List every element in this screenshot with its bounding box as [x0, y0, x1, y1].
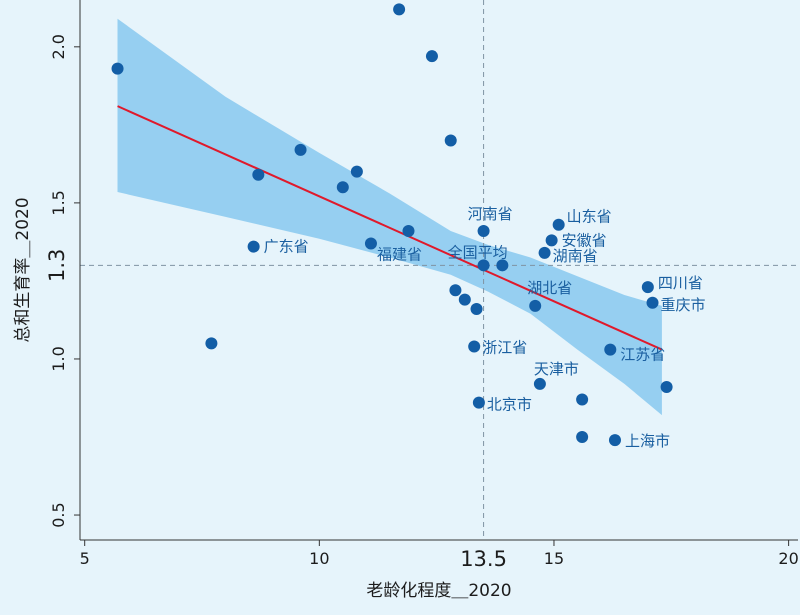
point-label-29: 上海市 — [625, 432, 670, 450]
data-point-27 — [576, 430, 589, 443]
data-point-5 — [294, 143, 307, 156]
data-point-18 — [477, 224, 490, 237]
data-point-15 — [468, 340, 481, 353]
data-point-11 — [425, 50, 438, 63]
data-point-21 — [529, 299, 542, 312]
data-point-12 — [444, 134, 457, 147]
data-point-28 — [604, 343, 617, 356]
point-label-3: 广东省 — [264, 238, 309, 256]
point-label-18: 河南省 — [468, 205, 513, 223]
data-point-4 — [252, 168, 265, 181]
x-tick-label-10: 10 — [309, 549, 329, 568]
data-points — [111, 3, 673, 447]
point-label-15: 浙江省 — [482, 338, 527, 356]
fit-line — [117, 105, 663, 351]
data-point-26 — [576, 393, 589, 406]
y-tick-label-0.5: 0.5 — [49, 502, 68, 527]
data-point-2 — [205, 337, 218, 350]
x-tick-label-15: 15 — [544, 549, 564, 568]
data-point-14 — [458, 293, 471, 306]
data-point-7 — [350, 165, 363, 178]
reference-x-label: 13.5 — [460, 547, 507, 571]
data-point-1 — [111, 62, 124, 75]
x-tick-label-20: 20 — [778, 549, 798, 568]
point-label-24: 安徽省 — [562, 231, 607, 249]
data-point-24 — [545, 234, 558, 247]
data-point-25 — [552, 218, 565, 231]
point-label-22: 天津市 — [534, 360, 579, 378]
data-point-30 — [641, 281, 654, 294]
x-axis-title: 老龄化程度＿2020 — [366, 581, 511, 601]
y-tick-label-2: 2.0 — [49, 34, 68, 59]
point-label-31: 重庆市 — [661, 296, 706, 314]
data-point-8 — [364, 237, 377, 250]
y-tick-label-1.5: 1.5 — [49, 190, 68, 215]
point-label-30: 四川省 — [658, 274, 703, 292]
y-axis-title: 总和生育率＿2020 — [13, 197, 33, 342]
data-point-3 — [247, 240, 260, 253]
point-label-23: 湖南省 — [553, 247, 598, 265]
data-point-17 — [472, 396, 485, 409]
data-point-29 — [608, 434, 621, 447]
confidence-band — [117, 18, 662, 416]
point-label-28: 江苏省 — [620, 346, 665, 364]
data-point-10 — [402, 224, 415, 237]
data-point-6 — [336, 181, 349, 194]
point-label-17: 北京市 — [487, 396, 532, 414]
x-axis-ticks: 5 10 15 20 — [80, 540, 799, 568]
y-axis-ticks: 0.5 1.0 1.5 2.0 — [49, 34, 80, 528]
point-label-25: 山东省 — [567, 208, 612, 226]
data-point-20 — [496, 259, 509, 272]
point-label-8: 福建省 — [377, 245, 422, 263]
reference-y-label: 1.3 — [45, 249, 69, 282]
point-label-21: 湖北省 — [527, 279, 572, 297]
data-point-23 — [538, 246, 551, 259]
data-point-16 — [470, 303, 483, 316]
x-tick-label-5: 5 — [80, 549, 90, 568]
data-point-22 — [533, 377, 546, 390]
data-point-31 — [646, 296, 659, 309]
data-point-9 — [393, 3, 406, 16]
data-point-13 — [449, 284, 462, 297]
data-point-32 — [660, 381, 673, 394]
point-label-19: 全国平均 — [448, 243, 508, 261]
y-tick-label-1: 1.0 — [49, 346, 68, 371]
data-point-19 — [477, 259, 490, 272]
